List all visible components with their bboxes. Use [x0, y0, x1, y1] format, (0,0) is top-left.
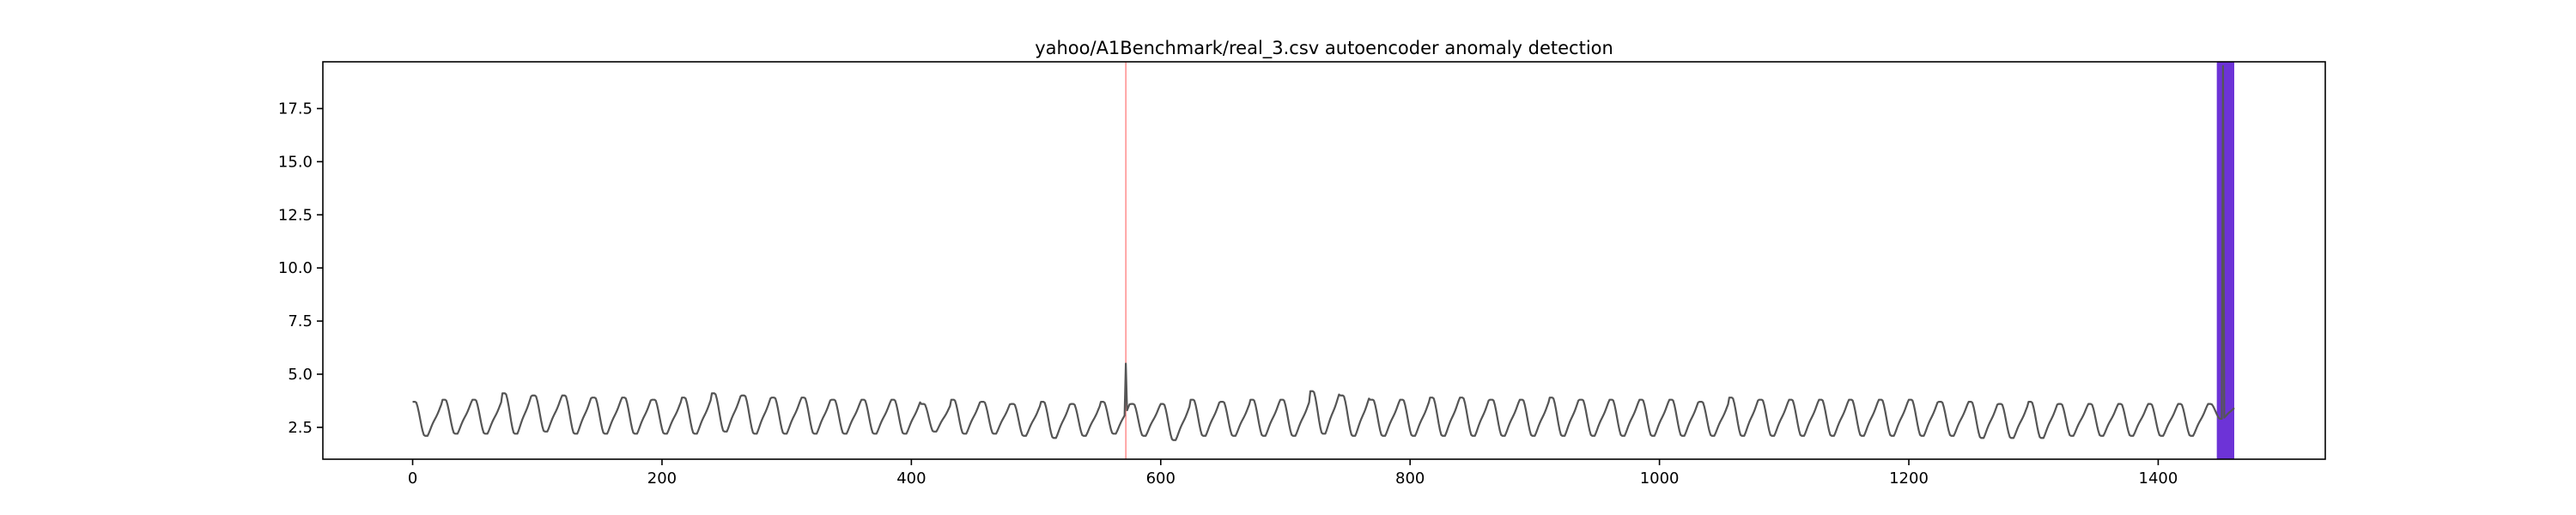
series-layer [412, 64, 2235, 441]
x-axis-ticks: 0 200 400 600 800 1000 1200 1400 [408, 459, 2178, 488]
x-tick-label-0: 0 [408, 470, 417, 488]
chart-title: yahoo/A1Benchmark/real_3.csv autoencoder… [1035, 38, 1613, 59]
x-tick-label-2: 400 [896, 470, 926, 488]
plot-frame [322, 61, 2326, 460]
y-axis-ticks: 2.5 5.0 7.5 10.0 12.5 15.0 17.5 [278, 100, 323, 437]
y-tick-label-1: 5.0 [288, 366, 313, 384]
y-tick-label-6: 17.5 [278, 100, 313, 118]
x-tick-label-7: 1400 [2139, 470, 2178, 488]
y-tick-label-4: 12.5 [278, 206, 313, 224]
anomaly-region-1 [2216, 62, 2234, 459]
y-tick-label-0: 2.5 [288, 419, 313, 437]
x-tick-label-6: 1200 [1889, 470, 1929, 488]
x-tick-label-3: 600 [1146, 470, 1176, 488]
y-tick-label-3: 10.0 [278, 259, 313, 277]
y-tick-label-2: 7.5 [288, 312, 313, 330]
y-tick-label-5: 15.0 [278, 153, 313, 171]
anomaly-region-0 [1125, 62, 1127, 459]
series-line-0 [412, 64, 2235, 441]
anomaly-regions [1125, 62, 2234, 459]
x-tick-label-1: 200 [647, 470, 677, 488]
x-tick-label-5: 1000 [1640, 470, 1680, 488]
x-tick-label-4: 800 [1395, 470, 1425, 488]
axes-layer [322, 61, 2326, 460]
